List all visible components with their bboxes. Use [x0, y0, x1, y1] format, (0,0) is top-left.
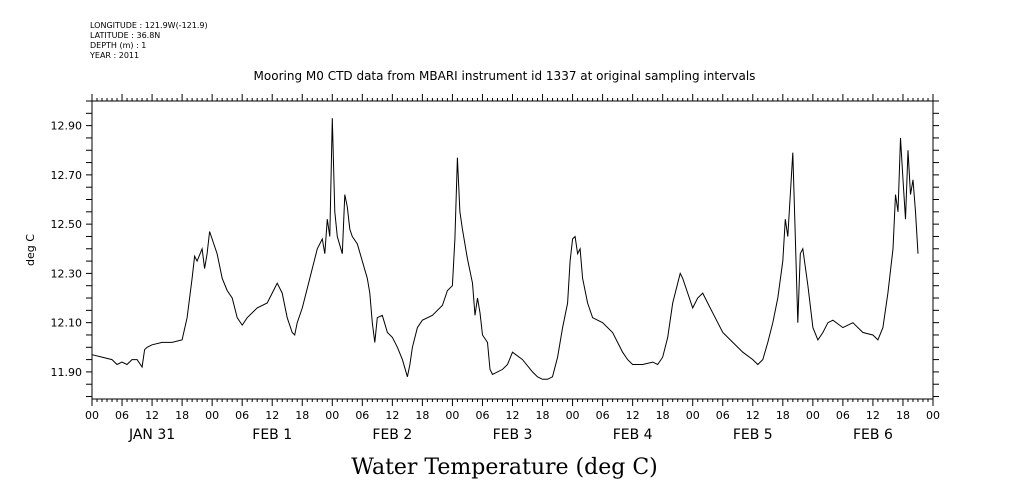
x-tick-label: 12: [506, 409, 520, 422]
x-tick-label: 06: [355, 409, 369, 422]
x-tick-label: 18: [536, 409, 550, 422]
x-tick-label: 12: [265, 409, 279, 422]
x-tick-label: 00: [566, 409, 580, 422]
day-label: FEB 1: [252, 427, 292, 443]
x-tick-label: 18: [415, 409, 429, 422]
x-axis-label: Water Temperature (deg C): [351, 455, 658, 480]
x-tick-label: 18: [896, 409, 910, 422]
x-tick-label: 00: [205, 409, 219, 422]
y-tick-label: 12.90: [51, 120, 83, 133]
y-axis-label: deg C: [24, 234, 37, 266]
x-tick-label: 00: [325, 409, 339, 422]
x-tick-label: 12: [385, 409, 399, 422]
x-tick-label: 18: [776, 409, 790, 422]
x-tick-label: 12: [626, 409, 640, 422]
x-tick-label: 06: [596, 409, 610, 422]
y-tick-label: 12.50: [51, 218, 83, 231]
x-tick-label: 00: [686, 409, 700, 422]
x-tick-label: 00: [926, 409, 940, 422]
x-tick-label: 06: [475, 409, 489, 422]
x-tick-label: 00: [806, 409, 820, 422]
x-tick-label: 12: [866, 409, 880, 422]
x-tick-label: 06: [836, 409, 850, 422]
day-label: FEB 2: [372, 427, 412, 443]
day-label: FEB 4: [613, 427, 653, 443]
metadata-block: LONGITUDE : 121.9W(-121.9) LATITUDE : 36…: [90, 21, 208, 61]
year-label: YEAR : 2011: [90, 51, 140, 60]
day-label: FEB 3: [493, 427, 533, 443]
day-label: FEB 5: [733, 427, 773, 443]
x-tick-label: 00: [445, 409, 459, 422]
day-label: JAN 31: [128, 427, 175, 443]
y-tick-label: 12.10: [51, 317, 83, 330]
x-tick-label: 18: [175, 409, 189, 422]
depth-label: DEPTH (m) : 1: [90, 41, 147, 50]
x-tick-label: 06: [716, 409, 730, 422]
series-line: [91, 118, 919, 380]
plot-frame: [91, 100, 934, 400]
y-tick-label: 12.70: [51, 169, 83, 182]
y-tick-label: 12.30: [51, 267, 83, 280]
x-tick-label: 18: [656, 409, 670, 422]
x-tick-label: 18: [295, 409, 309, 422]
x-tick-label: 06: [115, 409, 129, 422]
x-tick-label: 06: [235, 409, 249, 422]
x-tick-label: 12: [746, 409, 760, 422]
latitude-label: LATITUDE : 36.8N: [90, 31, 161, 40]
x-tick-label: 12: [145, 409, 159, 422]
longitude-label: LONGITUDE : 121.9W(-121.9): [90, 21, 208, 30]
y-tick-label: 11.90: [51, 366, 83, 379]
chart-title: Mooring M0 CTD data from MBARI instrumen…: [253, 69, 756, 83]
day-label: FEB 6: [853, 427, 893, 443]
x-tick-label: 00: [85, 409, 99, 422]
